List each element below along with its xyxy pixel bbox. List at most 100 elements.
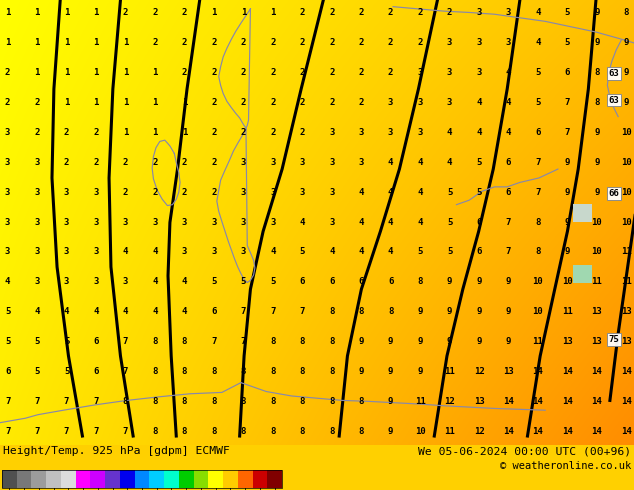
Bar bbox=[61, 470, 75, 489]
Text: 11: 11 bbox=[444, 367, 455, 376]
Text: 5: 5 bbox=[5, 307, 10, 317]
Text: 8: 8 bbox=[270, 337, 276, 346]
Text: 5: 5 bbox=[417, 247, 423, 256]
Text: 7: 7 bbox=[34, 397, 40, 406]
Text: 14: 14 bbox=[621, 397, 631, 406]
Text: 6: 6 bbox=[476, 247, 482, 256]
Text: 2: 2 bbox=[64, 128, 69, 137]
Text: 4: 4 bbox=[123, 247, 128, 256]
Text: 5: 5 bbox=[447, 247, 452, 256]
Text: 9: 9 bbox=[388, 427, 393, 436]
Text: 2: 2 bbox=[388, 38, 393, 47]
Text: 3: 3 bbox=[270, 188, 276, 196]
Text: 4: 4 bbox=[152, 247, 158, 256]
Text: 11: 11 bbox=[562, 307, 573, 317]
Text: 2: 2 bbox=[300, 8, 305, 17]
Text: 1: 1 bbox=[241, 8, 246, 17]
Text: 13: 13 bbox=[592, 337, 602, 346]
Text: 4: 4 bbox=[506, 68, 511, 77]
Bar bbox=[179, 470, 193, 489]
Text: 2: 2 bbox=[329, 98, 334, 107]
Bar bbox=[32, 470, 46, 489]
Text: 10: 10 bbox=[621, 158, 631, 167]
Text: 9: 9 bbox=[565, 247, 570, 256]
Bar bbox=[268, 470, 282, 489]
Text: 1: 1 bbox=[5, 8, 10, 17]
Text: 3: 3 bbox=[506, 38, 511, 47]
Text: 2: 2 bbox=[34, 128, 40, 137]
Text: 2: 2 bbox=[34, 98, 40, 107]
Text: 3: 3 bbox=[417, 68, 423, 77]
Text: 13: 13 bbox=[621, 337, 631, 346]
Text: 4: 4 bbox=[388, 158, 393, 167]
FancyBboxPatch shape bbox=[573, 204, 592, 221]
Text: 7: 7 bbox=[123, 367, 128, 376]
Text: 2: 2 bbox=[358, 38, 364, 47]
Text: 3: 3 bbox=[5, 188, 10, 196]
Text: 2: 2 bbox=[241, 98, 246, 107]
Text: 3: 3 bbox=[123, 218, 128, 226]
Text: 7: 7 bbox=[300, 307, 305, 317]
Text: 8: 8 bbox=[300, 337, 305, 346]
Text: 8: 8 bbox=[182, 367, 187, 376]
Text: 7: 7 bbox=[535, 158, 541, 167]
Text: 1: 1 bbox=[34, 8, 40, 17]
Text: 3: 3 bbox=[34, 218, 40, 226]
Text: 1: 1 bbox=[93, 8, 99, 17]
Text: 1: 1 bbox=[123, 38, 128, 47]
Text: 9: 9 bbox=[476, 307, 482, 317]
Text: 8: 8 bbox=[594, 68, 600, 77]
Text: 7: 7 bbox=[93, 427, 99, 436]
Text: 2: 2 bbox=[417, 8, 423, 17]
Text: 7: 7 bbox=[506, 218, 511, 226]
Text: 8: 8 bbox=[211, 427, 217, 436]
Text: 10: 10 bbox=[533, 307, 543, 317]
Text: 8: 8 bbox=[300, 397, 305, 406]
Text: 9: 9 bbox=[358, 337, 364, 346]
Text: 3: 3 bbox=[476, 68, 482, 77]
Text: 8: 8 bbox=[182, 427, 187, 436]
Text: 63: 63 bbox=[609, 96, 619, 104]
Text: 9: 9 bbox=[506, 307, 511, 317]
Text: © weatheronline.co.uk: © weatheronline.co.uk bbox=[500, 461, 631, 471]
Text: 6: 6 bbox=[506, 158, 511, 167]
Text: 7: 7 bbox=[270, 307, 276, 317]
Text: 4: 4 bbox=[34, 307, 40, 317]
Text: 5: 5 bbox=[565, 8, 570, 17]
Text: 2: 2 bbox=[300, 38, 305, 47]
Text: 3: 3 bbox=[476, 8, 482, 17]
Text: 8: 8 bbox=[535, 247, 541, 256]
Text: 8: 8 bbox=[329, 367, 334, 376]
Text: 9: 9 bbox=[447, 337, 452, 346]
Text: 5: 5 bbox=[300, 247, 305, 256]
Text: 1: 1 bbox=[93, 98, 99, 107]
Text: 8: 8 bbox=[624, 8, 629, 17]
Text: 8: 8 bbox=[123, 397, 128, 406]
Text: 3: 3 bbox=[34, 158, 40, 167]
Text: 4: 4 bbox=[123, 307, 128, 317]
Text: 3: 3 bbox=[211, 247, 217, 256]
Text: 8: 8 bbox=[182, 397, 187, 406]
Text: 6: 6 bbox=[535, 128, 541, 137]
Text: 6: 6 bbox=[93, 367, 99, 376]
Text: 2: 2 bbox=[182, 38, 187, 47]
Text: 3: 3 bbox=[211, 218, 217, 226]
Text: 9: 9 bbox=[565, 188, 570, 196]
Text: 2: 2 bbox=[358, 98, 364, 107]
Text: 3: 3 bbox=[447, 98, 452, 107]
Text: 8: 8 bbox=[270, 367, 276, 376]
Text: 9: 9 bbox=[594, 128, 600, 137]
Bar bbox=[75, 470, 91, 489]
Text: 3: 3 bbox=[447, 38, 452, 47]
Text: 11: 11 bbox=[444, 427, 455, 436]
Bar bbox=[91, 470, 105, 489]
Text: 9: 9 bbox=[417, 307, 423, 317]
Text: 4: 4 bbox=[417, 188, 423, 196]
Text: 2: 2 bbox=[270, 98, 276, 107]
Text: Height/Temp. 925 hPa [gdpm] ECMWF: Height/Temp. 925 hPa [gdpm] ECMWF bbox=[3, 446, 230, 456]
Text: 2: 2 bbox=[270, 128, 276, 137]
Text: 9: 9 bbox=[476, 337, 482, 346]
Text: 3: 3 bbox=[329, 158, 334, 167]
Text: 75: 75 bbox=[609, 335, 619, 344]
Text: 3: 3 bbox=[34, 277, 40, 286]
